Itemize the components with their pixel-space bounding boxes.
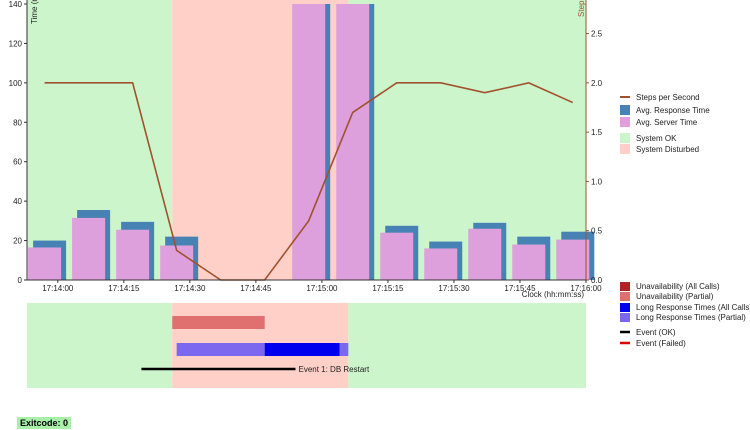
- y-right-tick-2: 1.0: [591, 177, 603, 186]
- y-right-tick-1: 0.5: [591, 227, 603, 236]
- y-left-tick-4: 80: [13, 118, 22, 127]
- lower-bar-1: [176, 343, 265, 356]
- x-axis-title: Clock (hh:mm:ss): [522, 290, 585, 299]
- legend-bottom-label-0: Unavailability (All Calls): [636, 282, 720, 291]
- bar-server-0: [28, 247, 62, 280]
- bar-server-8: [380, 232, 414, 280]
- y-right-tick-5: 2.5: [591, 30, 603, 39]
- legend-top-label-4: System Disturbed: [636, 145, 699, 154]
- bar-server-6: [292, 4, 326, 280]
- lower-region-0: [27, 303, 173, 388]
- y-left-tick-6: 120: [9, 39, 23, 48]
- y-axis-left-title: Time (m: [30, 0, 39, 24]
- y-axis-right-title: Step: [577, 0, 586, 17]
- lower-bar-3: [339, 343, 349, 356]
- lower-bar-0: [172, 316, 265, 329]
- legend-bottom-label-2: Long Response Times (All Calls): [636, 303, 750, 312]
- legend-bottom-label-3: Long Response Times (Partial): [636, 313, 746, 322]
- bar-server-11: [512, 244, 546, 280]
- legend-top-swatch-1: [620, 105, 630, 115]
- lower-region-2: [348, 303, 586, 388]
- x-tick-5: 17:15:15: [372, 284, 404, 293]
- x-tick-3: 17:14:45: [240, 284, 272, 293]
- bar-server-9: [424, 248, 458, 280]
- x-tick-0: 17:14:00: [42, 284, 74, 293]
- y-left-tick-7: 140: [9, 0, 23, 9]
- y-left-tick-2: 40: [13, 197, 22, 206]
- event-label-0: Event 1: DB Restart: [298, 365, 369, 374]
- x-tick-4: 17:15:00: [306, 284, 338, 293]
- y-right-tick-4: 2.0: [591, 79, 603, 88]
- legend-top-label-3: System OK: [636, 134, 677, 143]
- steps-line: [44, 82, 574, 281]
- x-tick-1: 17:14:15: [108, 284, 140, 293]
- legend-bottom-swatch-0: [620, 282, 630, 291]
- exitcode-badge: Exitcode: 0: [17, 417, 72, 429]
- legend-top-label-1: Avg. Response Time: [636, 106, 710, 115]
- bar-server-10: [468, 228, 502, 280]
- legend-top-swatch-3: [620, 133, 630, 143]
- legend-bottom-label-4: Event (OK): [636, 328, 676, 337]
- y-left-tick-3: 60: [13, 158, 22, 167]
- y-right-tick-0: 0.0: [591, 276, 603, 285]
- bar-server-12: [556, 239, 590, 280]
- legend-top-swatch-2: [620, 117, 630, 127]
- legend-bottom-swatch-1: [620, 292, 630, 301]
- x-tick-6: 17:15:30: [438, 284, 470, 293]
- y-left-tick-1: 20: [13, 237, 22, 246]
- legend-bottom-label-5: Event (Failed): [636, 339, 686, 348]
- y-left-tick-0: 0: [18, 276, 23, 285]
- legend-top-label-0: Steps per Second: [636, 93, 700, 102]
- legend-top-label-2: Avg. Server Time: [636, 118, 698, 127]
- legend-bottom-label-1: Unavailability (Partial): [636, 292, 714, 301]
- bar-server-1: [72, 217, 106, 280]
- x-tick-7: 17:15:45: [504, 284, 536, 293]
- y-left-tick-5: 100: [9, 79, 23, 88]
- legend-top-swatch-4: [620, 144, 630, 154]
- x-tick-2: 17:14:30: [174, 284, 206, 293]
- legend-bottom-swatch-2: [620, 303, 630, 312]
- bar-server-2: [116, 229, 150, 280]
- bar-server-7: [336, 4, 370, 280]
- legend-bottom-swatch-3: [620, 313, 630, 322]
- x-tick-8: 17:16:00: [570, 284, 602, 293]
- lower-bar-2: [264, 343, 340, 356]
- y-right-tick-3: 1.5: [591, 128, 603, 137]
